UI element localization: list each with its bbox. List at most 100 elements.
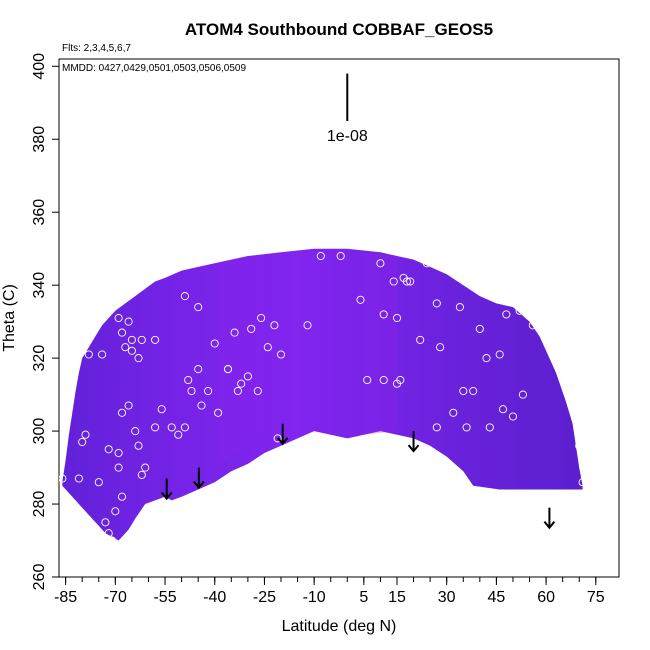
data-point xyxy=(117,408,127,417)
arrow-head xyxy=(160,491,173,501)
data-point xyxy=(396,375,405,385)
x-tick-label: -70 xyxy=(104,589,127,606)
wind-arrow xyxy=(407,431,420,453)
data-point xyxy=(402,277,411,286)
y-tick-label: 280 xyxy=(31,491,48,518)
y-tick-label: 380 xyxy=(31,126,48,153)
arrow-head xyxy=(543,521,556,530)
data-point xyxy=(502,310,511,319)
scale-label: 1e-08 xyxy=(327,128,368,145)
y-tick-label: 320 xyxy=(31,345,48,372)
data-point xyxy=(469,386,478,396)
data-point xyxy=(117,492,127,501)
data-point xyxy=(107,536,117,545)
data-point xyxy=(449,408,458,417)
curtain-polygon xyxy=(62,248,583,541)
data-point xyxy=(462,423,471,432)
data-point xyxy=(197,401,206,410)
x-tick-label: 30 xyxy=(438,589,456,606)
data-point xyxy=(81,430,90,439)
data-point xyxy=(416,335,425,344)
data-point xyxy=(84,350,93,359)
y-tick-label: 340 xyxy=(31,272,48,299)
x-tick-label: -10 xyxy=(303,589,326,606)
data-point xyxy=(459,386,468,396)
data-point xyxy=(528,321,537,330)
data-point xyxy=(376,259,385,268)
data-point xyxy=(578,478,587,487)
data-point xyxy=(223,365,233,374)
data-point xyxy=(114,313,123,323)
data-point xyxy=(121,343,130,352)
data-point xyxy=(356,295,365,304)
wind-arrows xyxy=(160,423,556,530)
x-axis-label: Latitude (deg N) xyxy=(282,618,397,635)
plot-frame xyxy=(58,58,620,578)
y-axis-label: Theta (C) xyxy=(1,284,18,352)
data-point xyxy=(253,386,262,396)
data-point xyxy=(94,478,103,487)
data-point xyxy=(538,324,547,333)
data-point xyxy=(270,321,279,330)
data-point xyxy=(151,335,160,344)
curtain-band-1 xyxy=(214,256,265,468)
x-tick-label: 5 xyxy=(359,589,368,606)
data-point xyxy=(104,445,113,454)
data-point xyxy=(436,343,445,352)
data-point xyxy=(131,427,140,436)
data-point xyxy=(137,470,146,479)
arrow-head xyxy=(407,444,420,453)
data-point xyxy=(518,390,527,399)
data-point xyxy=(432,423,441,432)
data-point xyxy=(495,350,504,359)
data-point xyxy=(237,379,246,388)
data-point xyxy=(316,251,325,261)
data-point xyxy=(134,441,143,450)
x-tick-label: -40 xyxy=(203,589,226,606)
data-point xyxy=(141,463,150,472)
data-point xyxy=(273,434,282,443)
y-axis: 260 280 300 320 340 360 380 400 xyxy=(31,53,59,591)
data-point xyxy=(392,313,402,323)
x-tick-label: -55 xyxy=(153,589,176,606)
x-tick-label: 60 xyxy=(537,589,555,606)
data-point xyxy=(263,343,272,352)
chart-title: ATOM4 Southbound COBBAF_GEOS5 xyxy=(185,20,493,39)
data-point xyxy=(455,303,464,312)
observation-points xyxy=(59,238,587,551)
curtain-field xyxy=(62,248,583,541)
y-tick-label: 360 xyxy=(31,199,48,226)
data-point xyxy=(114,463,123,472)
y-tick-label: 300 xyxy=(31,418,48,445)
data-point xyxy=(475,324,484,333)
data-point xyxy=(389,277,398,286)
data-point xyxy=(124,401,133,410)
data-point xyxy=(257,313,266,323)
data-point xyxy=(117,328,127,337)
data-point xyxy=(101,518,110,527)
data-point xyxy=(78,437,87,447)
y-tick-label: 260 xyxy=(31,564,48,591)
data-point xyxy=(98,350,107,359)
data-point xyxy=(379,375,388,385)
data-point xyxy=(111,507,120,516)
data-point xyxy=(124,317,133,326)
data-point xyxy=(194,365,203,374)
data-point xyxy=(243,372,252,381)
data-point xyxy=(184,375,193,385)
data-point xyxy=(379,310,388,319)
data-point xyxy=(210,339,219,348)
data-point xyxy=(194,303,203,312)
data-point xyxy=(422,259,431,268)
data-point xyxy=(104,529,113,538)
data-point xyxy=(482,354,491,363)
x-tick-label: 75 xyxy=(587,589,605,606)
data-point xyxy=(180,292,189,301)
data-point xyxy=(127,335,136,344)
data-point xyxy=(508,412,518,421)
data-point xyxy=(151,423,160,432)
data-point xyxy=(432,299,441,308)
data-point xyxy=(167,423,176,432)
data-point xyxy=(233,386,242,396)
